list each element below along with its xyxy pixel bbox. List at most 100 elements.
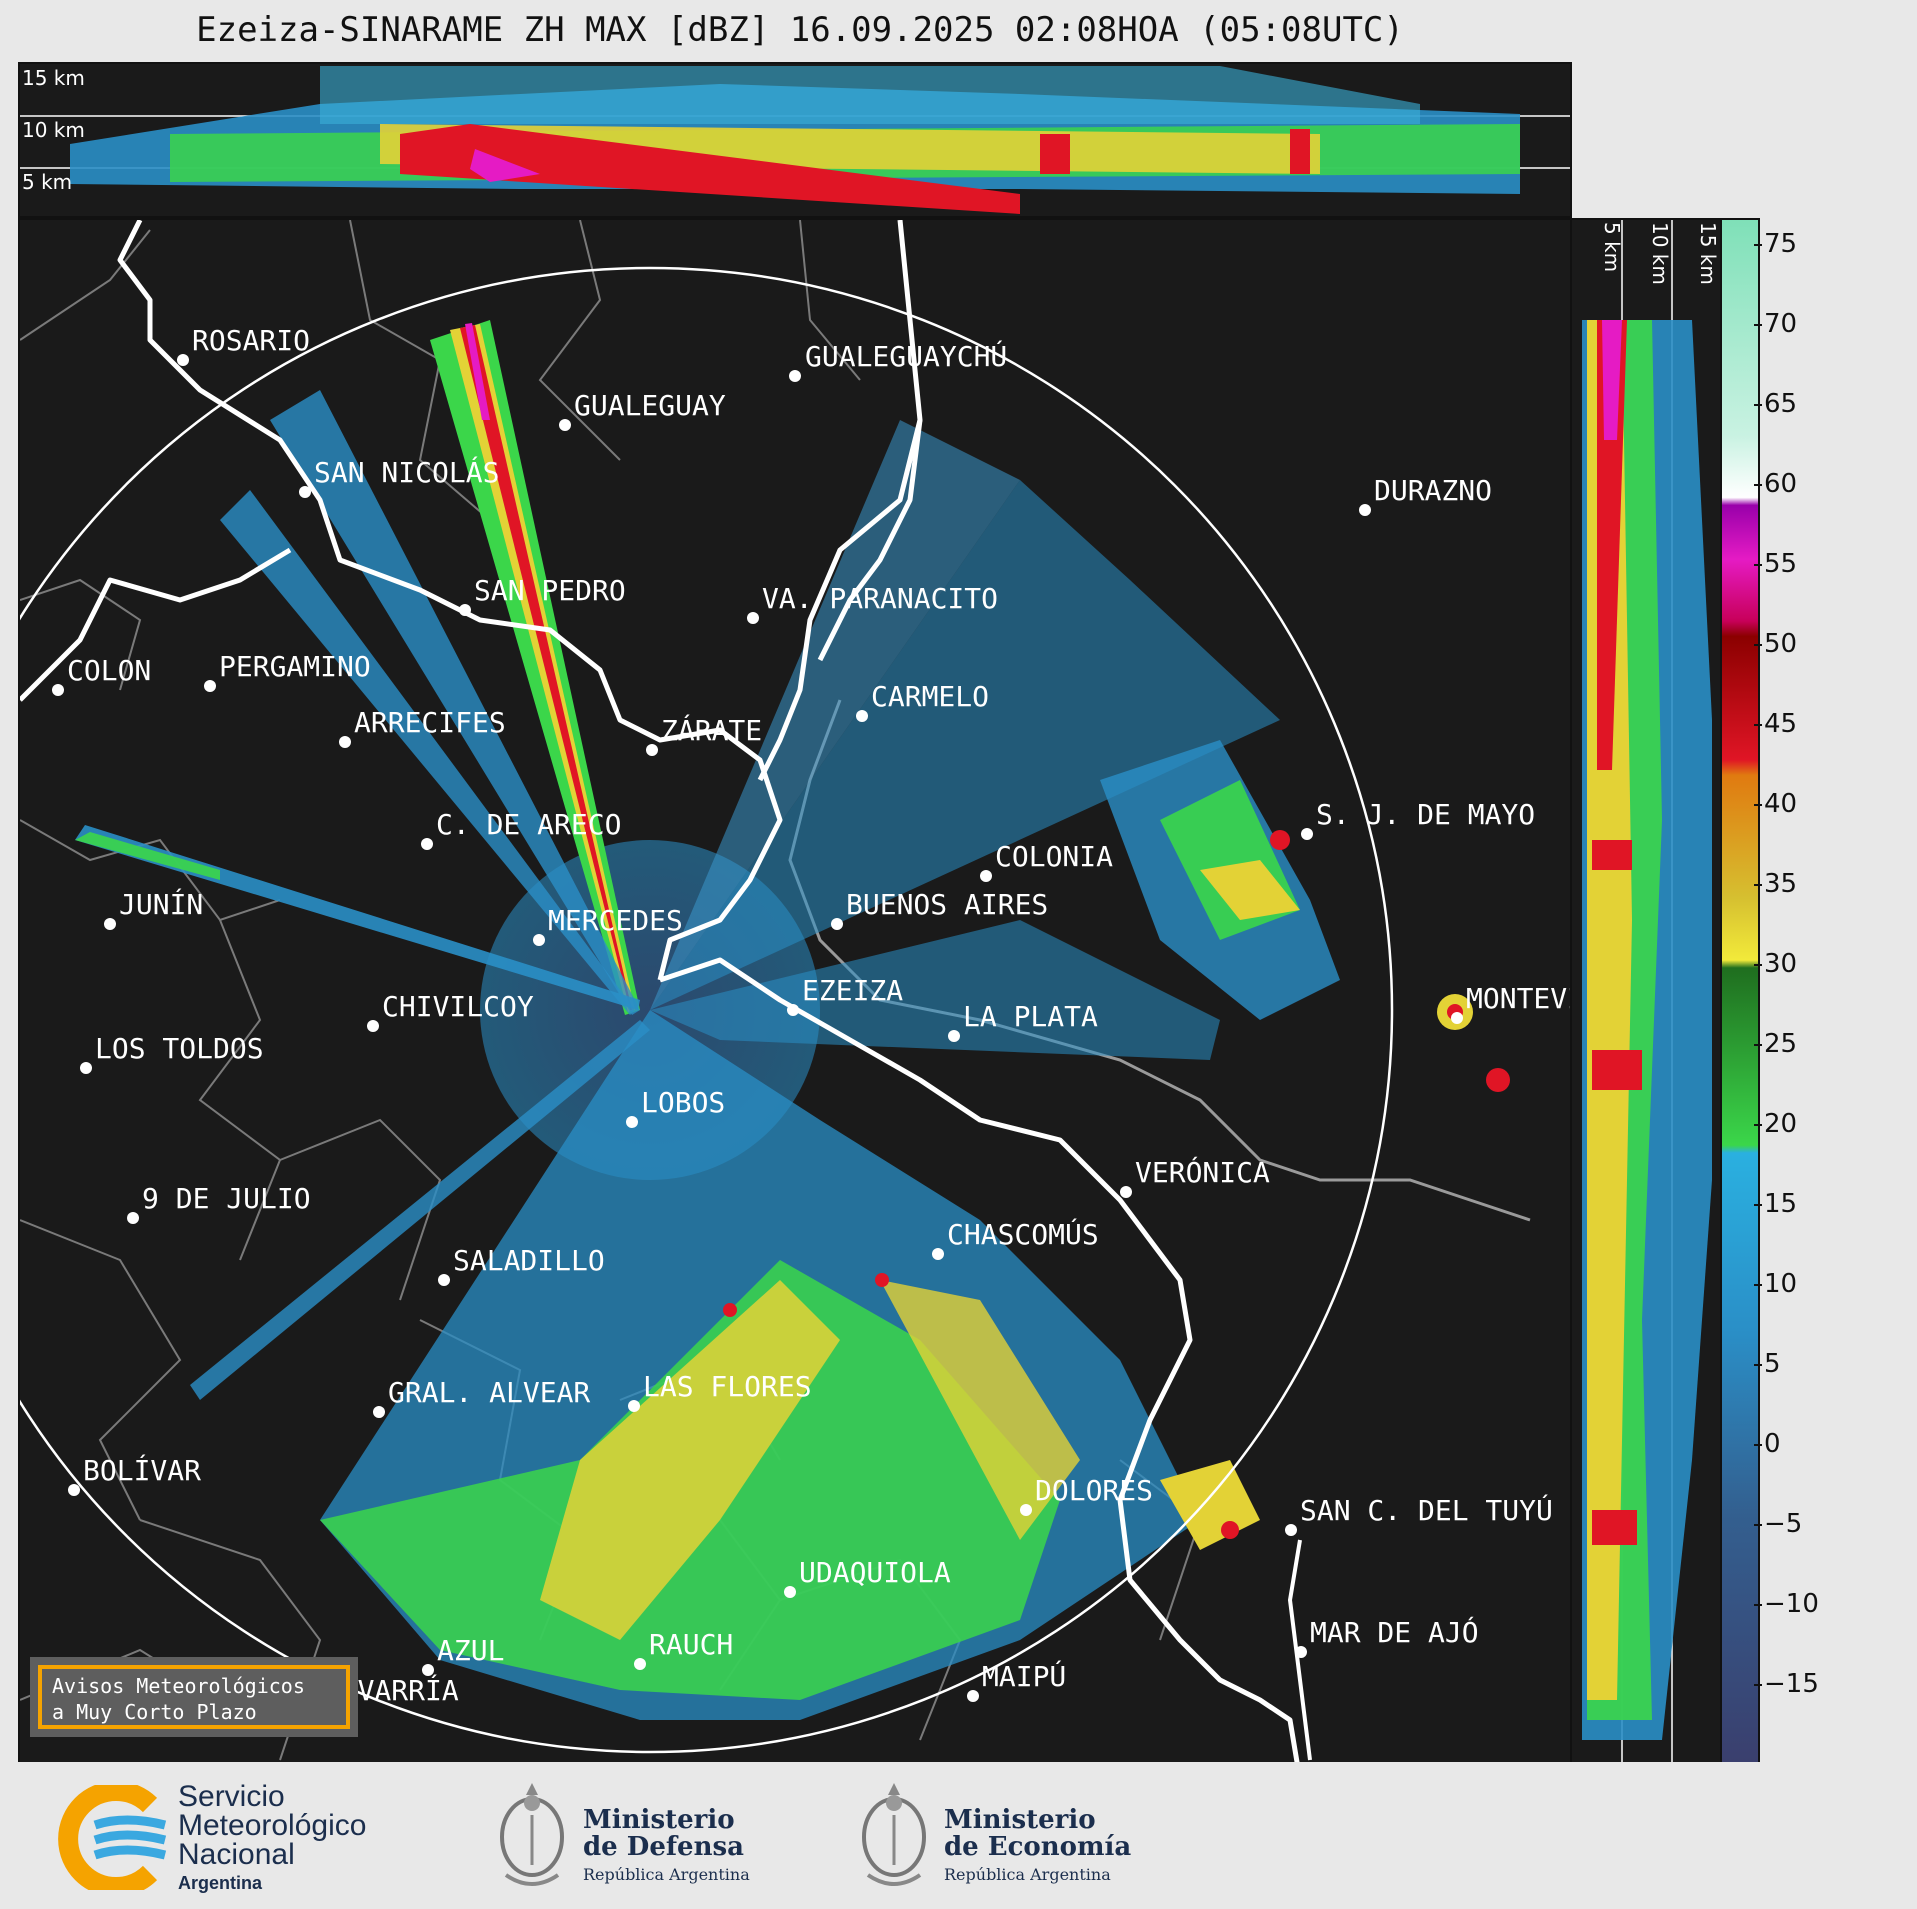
svg-text:LA PLATA: LA PLATA bbox=[963, 1000, 1098, 1033]
dbz-colorbar bbox=[1720, 218, 1760, 1764]
svg-text:ROSARIO: ROSARIO bbox=[192, 324, 310, 357]
svg-text:RAUCH: RAUCH bbox=[649, 1628, 733, 1661]
city-la-plata: LA PLATA bbox=[948, 1000, 1098, 1042]
city-gral-alvear: GRAL. ALVEAR bbox=[373, 1376, 590, 1418]
svg-text:CHASCOMÚS: CHASCOMÚS bbox=[947, 1217, 1099, 1251]
city-c-de-areco: C. DE ARECO bbox=[421, 808, 621, 850]
city-va-paranacito: VA. PARANACITO bbox=[747, 582, 998, 624]
colorbar-tick: 0 bbox=[1754, 1429, 1781, 1459]
city-gualeguay: GUALEGUAY bbox=[559, 389, 726, 431]
city-saladillo: SALADILLO bbox=[438, 1244, 605, 1286]
city-las-flores: LAS FLORES bbox=[628, 1370, 812, 1412]
side-height-label-5km: 5 km bbox=[1600, 222, 1624, 273]
svg-text:COLONIA: COLONIA bbox=[995, 840, 1113, 873]
smn-logo-text: Servicio Meteorológico Nacional Argentin… bbox=[178, 1780, 367, 1894]
colorbar-tick: 65 bbox=[1753, 389, 1798, 419]
svg-text:LOBOS: LOBOS bbox=[641, 1086, 725, 1119]
svg-text:UDAQUIOLA: UDAQUIOLA bbox=[799, 1556, 951, 1589]
radar-map[interactable]: ROSARIO GUALEGUAYCHÚ GUALEGUAY SAN NICOL… bbox=[18, 218, 1572, 1764]
svg-text:GRAL. ALVEAR: GRAL. ALVEAR bbox=[388, 1376, 590, 1409]
svg-text:VA. PARANACITO: VA. PARANACITO bbox=[762, 582, 998, 615]
svg-text:BUENOS AIRES: BUENOS AIRES bbox=[846, 888, 1048, 921]
height-label-5km: 5 km bbox=[22, 170, 73, 194]
city-pergamino: PERGAMINO bbox=[204, 650, 371, 692]
city-arrecifes: ARRECIFES bbox=[339, 706, 506, 748]
colorbar-tick: −10 bbox=[1754, 1589, 1819, 1619]
city-durazno: DURAZNO bbox=[1359, 474, 1492, 516]
top-cross-section: 15 km 10 km 5 km bbox=[18, 62, 1572, 218]
svg-text:MERCEDES: MERCEDES bbox=[548, 904, 683, 937]
city-buenos-aires: BUENOS AIRES bbox=[831, 888, 1048, 930]
colorbar-tick: 25 bbox=[1753, 1029, 1798, 1059]
svg-text:SAN PEDRO: SAN PEDRO bbox=[474, 574, 626, 607]
colorbar-tick: 45 bbox=[1753, 709, 1798, 739]
colorbar-tick: 15 bbox=[1753, 1189, 1798, 1219]
svg-text:MAR DE AJÓ: MAR DE AJÓ bbox=[1310, 1615, 1479, 1649]
city-veronica: VERÓNICA bbox=[1120, 1155, 1270, 1198]
city-colonia: COLONIA bbox=[980, 840, 1113, 882]
radar-echoes bbox=[75, 320, 1510, 1720]
city-mar-de-ajo: MAR DE AJÓ bbox=[1295, 1615, 1479, 1658]
side-height-label-15km: 15 km bbox=[1696, 222, 1720, 285]
defensa-seal-icon bbox=[500, 1783, 564, 1886]
smn-logo-icon bbox=[58, 1785, 167, 1890]
city-mercedes: MERCEDES bbox=[533, 904, 683, 946]
city-carmelo: CARMELO bbox=[856, 680, 989, 722]
svg-text:MONTEVIDEO: MONTEVIDEO bbox=[1466, 982, 1570, 1015]
height-label-15km: 15 km bbox=[22, 66, 85, 90]
top-cross-section-graphic bbox=[20, 66, 1570, 214]
city-chascomus: CHASCOMÚS bbox=[932, 1217, 1099, 1260]
svg-text:ZÁRATE: ZÁRATE bbox=[661, 713, 762, 747]
colorbar-tick: 10 bbox=[1753, 1269, 1798, 1299]
svg-text:MAIPÚ: MAIPÚ bbox=[982, 1659, 1066, 1693]
svg-text:LOS TOLDOS: LOS TOLDOS bbox=[95, 1032, 264, 1065]
svg-text:CARMELO: CARMELO bbox=[871, 680, 989, 713]
colorbar-tick: 30 bbox=[1753, 949, 1798, 979]
svg-text:COLON: COLON bbox=[67, 654, 151, 687]
colorbar-tick: 70 bbox=[1753, 309, 1798, 339]
svg-text:C. DE ARECO: C. DE ARECO bbox=[436, 808, 621, 841]
side-cross-section: 5 km 10 km 15 km bbox=[1570, 218, 1722, 1764]
svg-text:9 DE JULIO: 9 DE JULIO bbox=[142, 1182, 311, 1215]
svg-text:PERGAMINO: PERGAMINO bbox=[219, 650, 371, 683]
svg-text:S. J. DE MAYO: S. J. DE MAYO bbox=[1316, 798, 1535, 831]
coastline bbox=[20, 220, 1300, 1762]
svg-text:SALADILLO: SALADILLO bbox=[453, 1244, 605, 1277]
svg-text:GUALEGUAYCHÚ: GUALEGUAYCHÚ bbox=[805, 339, 1007, 373]
colorbar-tick: 55 bbox=[1753, 549, 1798, 579]
city-zarate: ZÁRATE bbox=[646, 713, 762, 756]
city-san-c-del-tuyu: SAN C. DEL TUYÚ bbox=[1285, 1493, 1553, 1536]
city-dolores: DOLORES bbox=[1020, 1474, 1153, 1516]
colorbar-tick: 5 bbox=[1754, 1349, 1781, 1379]
svg-text:LAS FLORES: LAS FLORES bbox=[643, 1370, 812, 1403]
footer bbox=[0, 1762, 1917, 1909]
svg-text:ARRECIFES: ARRECIFES bbox=[354, 706, 506, 739]
avisos-line2: a Muy Corto Plazo bbox=[52, 1700, 257, 1724]
city-sj-de-mayo: S. J. DE MAYO bbox=[1301, 798, 1535, 840]
radar-title: Ezeiza-SINARAME ZH MAX [dBZ] 16.09.2025 … bbox=[196, 10, 1404, 50]
svg-text:SAN NICOLÁS: SAN NICOLÁS bbox=[314, 455, 499, 489]
svg-text:AZUL: AZUL bbox=[437, 1634, 504, 1667]
city-montevideo: MONTEVIDEO bbox=[1451, 982, 1570, 1024]
city-ezeiza: EZEIZA bbox=[787, 974, 903, 1016]
radar-map-graphic: ROSARIO GUALEGUAYCHÚ GUALEGUAY SAN NICOL… bbox=[20, 220, 1570, 1762]
avisos-box[interactable]: Avisos Meteorológicos a Muy Corto Plazo bbox=[30, 1657, 358, 1737]
city-chivilcoy: CHIVILCOY bbox=[367, 990, 534, 1032]
svg-text:BOLÍVAR: BOLÍVAR bbox=[83, 1453, 201, 1487]
svg-text:JUNÍN: JUNÍN bbox=[119, 887, 203, 921]
city-udaquiola: UDAQUIOLA bbox=[784, 1556, 951, 1598]
avisos-line1: Avisos Meteorológicos bbox=[52, 1674, 305, 1698]
city-colon: COLON bbox=[52, 654, 151, 696]
svg-text:GUALEGUAY: GUALEGUAY bbox=[574, 389, 726, 422]
city-bolivar: BOLÍVAR bbox=[68, 1453, 201, 1496]
svg-text:EZEIZA: EZEIZA bbox=[802, 974, 903, 1007]
colorbar-tick: −5 bbox=[1753, 1509, 1803, 1539]
city-rosario: ROSARIO bbox=[177, 324, 310, 366]
colorbar-tick: 75 bbox=[1753, 229, 1798, 259]
svg-text:DURAZNO: DURAZNO bbox=[1374, 474, 1492, 507]
city-lobos: LOBOS bbox=[626, 1086, 725, 1128]
economia-logo-text: Ministerio de Economía República Argenti… bbox=[944, 1805, 1132, 1885]
city-maipu: MAIPÚ bbox=[967, 1659, 1066, 1702]
city-san-nicolas: SAN NICOLÁS bbox=[299, 455, 499, 498]
city-rauch: RAUCH bbox=[634, 1628, 733, 1670]
